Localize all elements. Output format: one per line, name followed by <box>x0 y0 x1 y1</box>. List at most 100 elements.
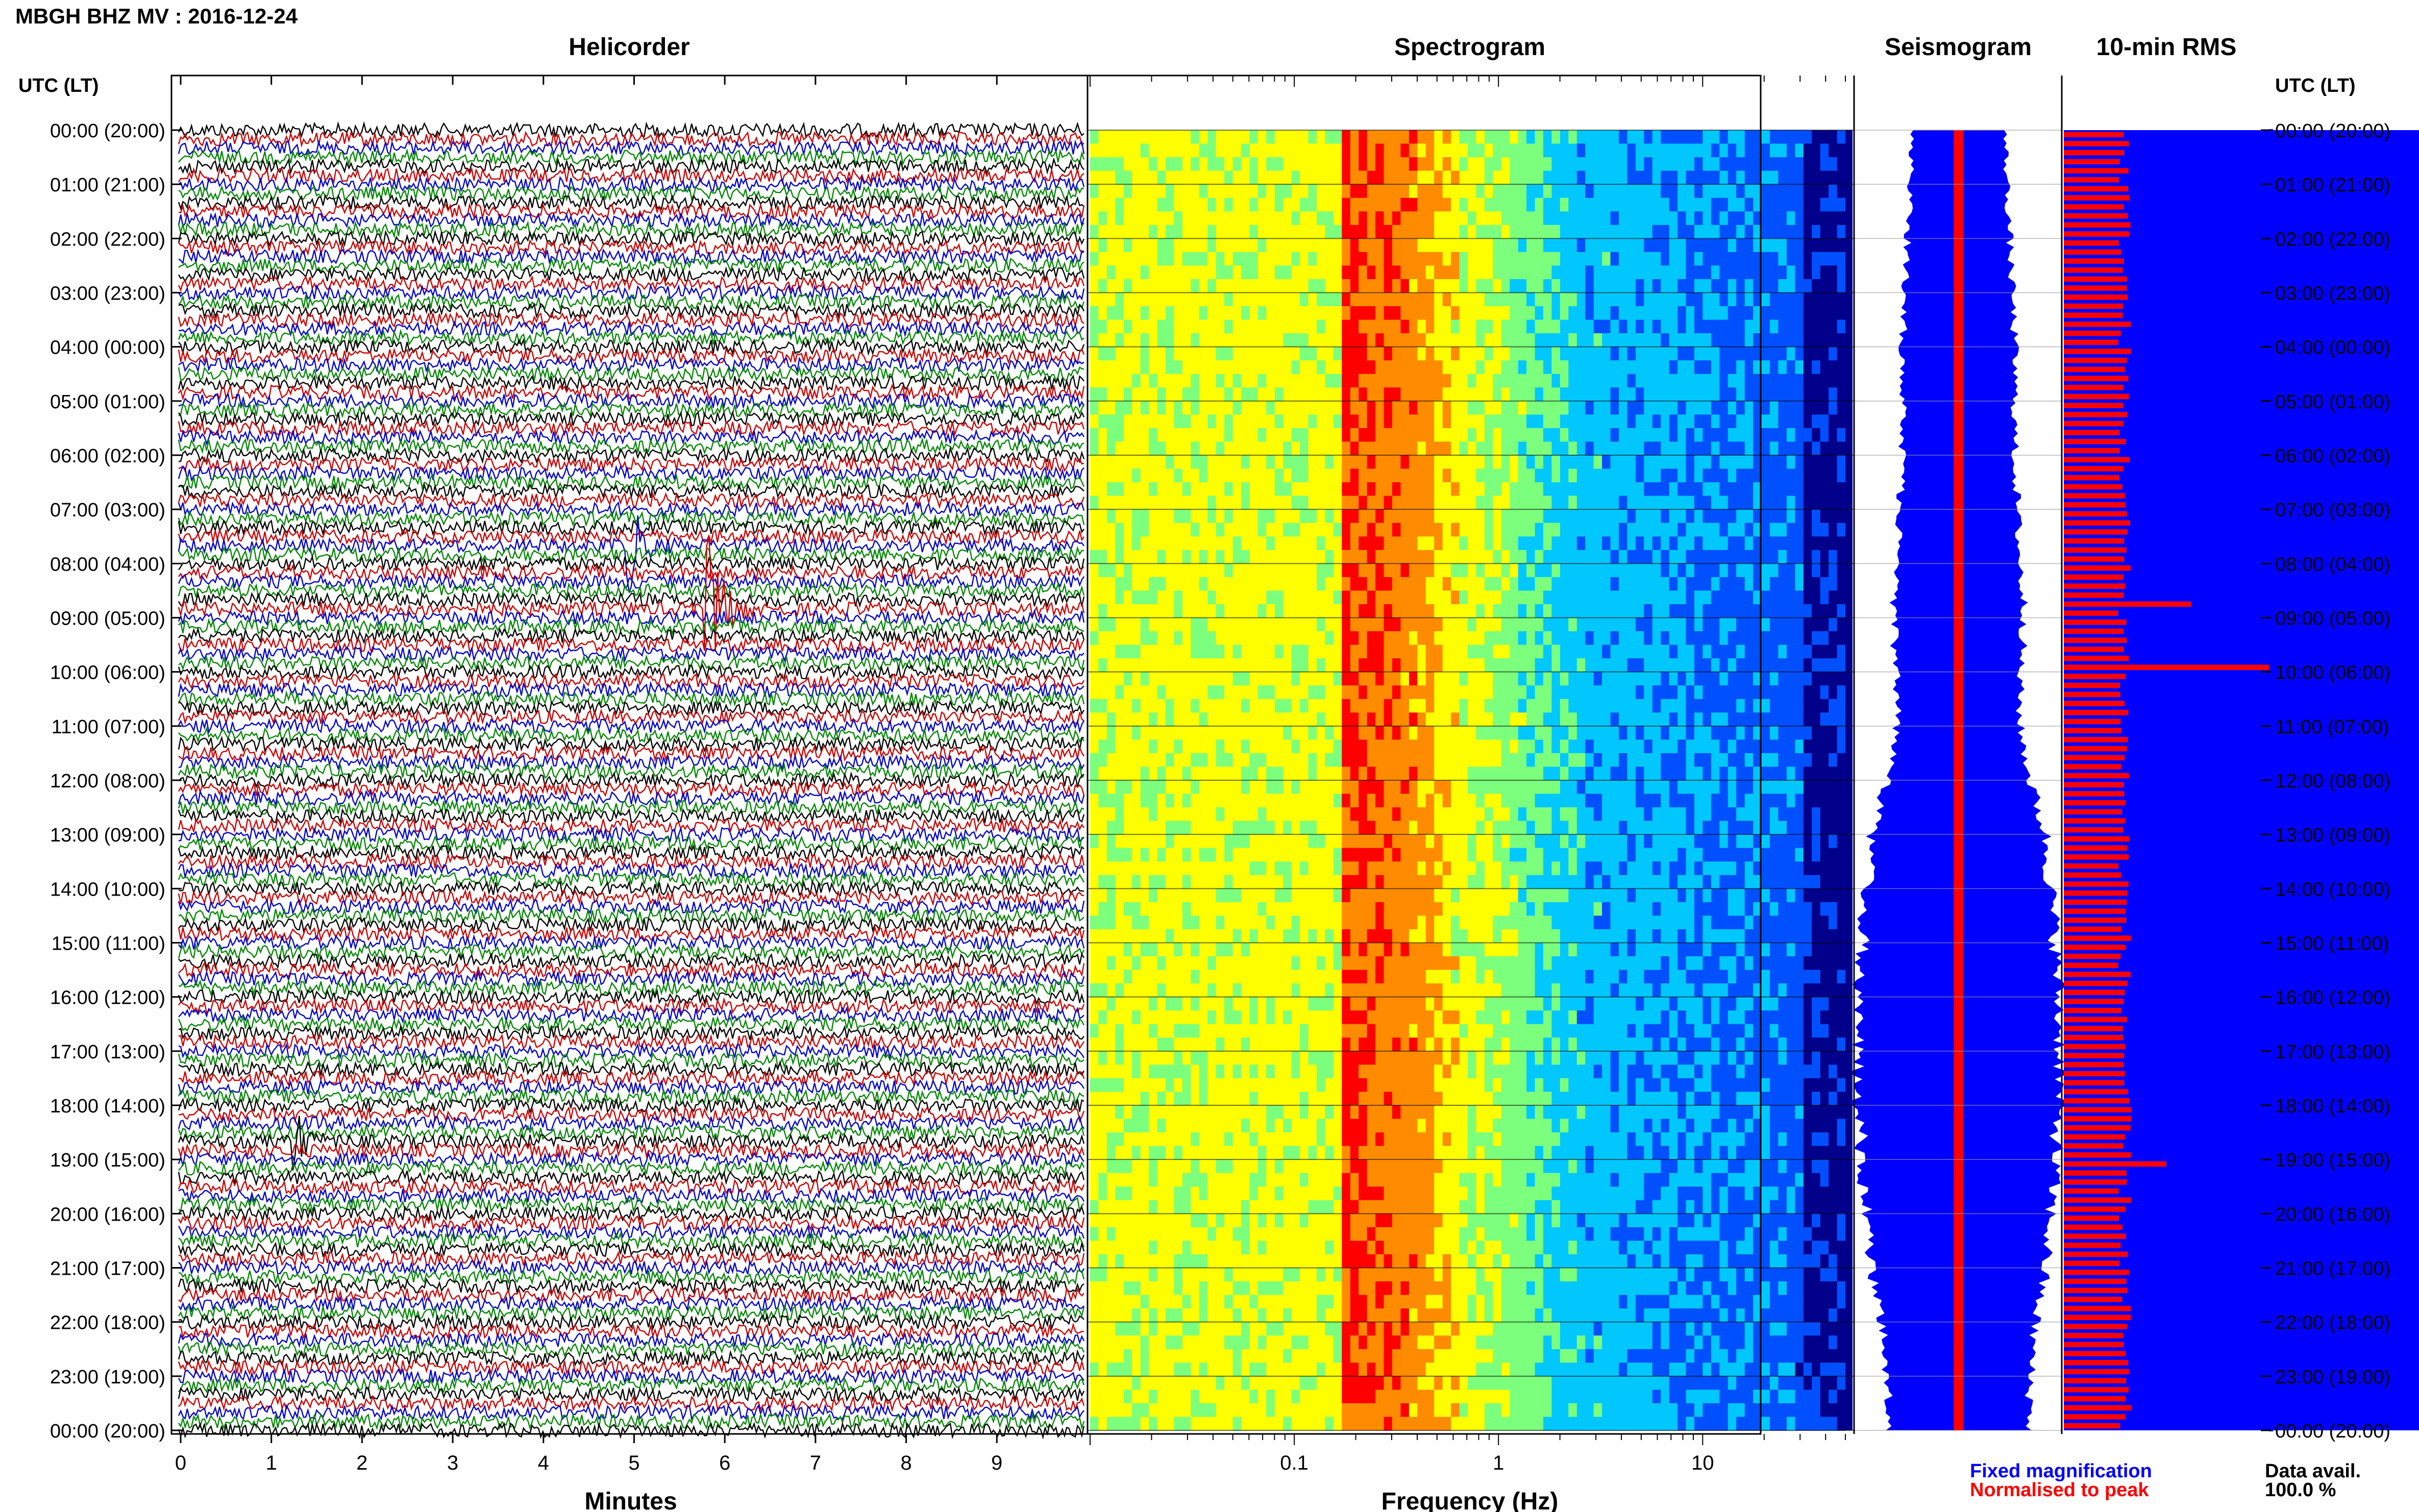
spectrogram-cell <box>1274 197 1283 212</box>
spectrogram-cell <box>1510 1390 1519 1404</box>
spectrogram-cell <box>1451 563 1460 578</box>
spectrogram-cell <box>1325 401 1334 415</box>
spectrogram-cell <box>1501 766 1510 781</box>
spectrogram-cell <box>1241 807 1250 822</box>
spectrogram-cell <box>1493 590 1502 605</box>
spectrogram-cell <box>1224 1335 1233 1350</box>
spectrogram-cell <box>1300 1159 1309 1174</box>
spectrogram-cell <box>1274 1200 1283 1214</box>
spectrogram-cell <box>1140 1349 1149 1363</box>
spectrogram-cell <box>1400 1403 1410 1417</box>
spectrogram-cell <box>1476 441 1485 456</box>
spectrogram-cell <box>1317 468 1325 483</box>
spectrogram-cell <box>1367 1186 1376 1201</box>
spectrogram-cell <box>1098 1281 1107 1296</box>
spectrogram-cell <box>1266 170 1275 185</box>
spectrogram-cell <box>1090 292 1099 307</box>
spectrogram-cell <box>1392 739 1401 754</box>
spectrogram-cell <box>1115 780 1124 795</box>
spectrogram-cell <box>1174 468 1183 483</box>
spectrogram-cell <box>1384 265 1393 280</box>
spectrogram-cell <box>1157 875 1166 889</box>
spectrogram-cell <box>1090 807 1099 822</box>
spectrogram-cell <box>1459 1281 1468 1296</box>
spectrogram-cell <box>1476 1403 1485 1417</box>
spectrogram-cell <box>1425 387 1435 402</box>
spectrogram-cell <box>1249 929 1258 944</box>
spectrogram-cell <box>1468 1335 1476 1350</box>
spectrogram-cell <box>1174 238 1183 253</box>
spectrogram-cell <box>1274 1268 1283 1282</box>
spectrogram-cell <box>1442 319 1451 334</box>
spectrogram-cell <box>1375 414 1385 429</box>
spectrogram-cell <box>1493 1268 1502 1282</box>
spectrogram-cell <box>1442 143 1451 158</box>
spectrogram-cell <box>1400 888 1410 903</box>
spectrogram-cell <box>1359 821 1368 835</box>
spectrogram-cell <box>1459 1390 1468 1404</box>
spectrogram-cell <box>1442 617 1451 632</box>
spectrogram-cell <box>1325 699 1334 713</box>
spectrogram-cell <box>1325 861 1334 876</box>
spectrogram-cell <box>1451 495 1460 510</box>
spectrogram-cell <box>1434 509 1443 524</box>
spectrogram-cell <box>1232 319 1242 334</box>
spectrogram-cell <box>1232 143 1242 158</box>
spectrogram-cell <box>1149 1227 1158 1241</box>
spectrogram-cell <box>1123 577 1132 591</box>
spectrogram-cell <box>1493 712 1502 727</box>
spectrogram-cell <box>1518 1186 1527 1201</box>
spectrogram-cell <box>1090 536 1099 551</box>
spectrogram-cell <box>1459 157 1468 171</box>
spectrogram-cell <box>1367 739 1376 754</box>
spectrogram-cell <box>1140 157 1149 171</box>
spectrogram-cell <box>1359 861 1368 876</box>
spectrogram-cell <box>1232 672 1242 686</box>
spectrogram-cell <box>1317 1241 1325 1255</box>
spectrogram-cell <box>1106 1390 1116 1404</box>
spectrogram-cell <box>1207 685 1217 700</box>
spectrogram-cell <box>1510 753 1519 767</box>
spectrogram-cell <box>1174 875 1183 889</box>
spectrogram-cell <box>1367 184 1376 199</box>
spectrogram-cell <box>1182 1173 1191 1187</box>
spectrogram-cell <box>1375 238 1385 253</box>
spectrogram-cell <box>1317 970 1325 984</box>
spectrogram-cell <box>1493 1159 1502 1174</box>
spectrogram-cell <box>1342 197 1351 212</box>
spectrogram-cell <box>1484 699 1493 713</box>
spectrogram-cell <box>1283 1281 1292 1296</box>
spectrogram-cell <box>1384 861 1393 876</box>
spectrogram-cell <box>1224 143 1233 158</box>
spectrogram-cell <box>1257 861 1267 876</box>
spectrogram-cell <box>1232 794 1242 808</box>
spectrogram-cell <box>1216 428 1225 442</box>
spectrogram-cell <box>1367 577 1376 591</box>
spectrogram-cell <box>1493 1024 1502 1038</box>
spectrogram-cell <box>1216 1281 1225 1296</box>
spectrogram-cell <box>1291 1268 1300 1282</box>
spectrogram-cell <box>1417 184 1426 199</box>
spectrogram-cell <box>1434 197 1443 212</box>
spectrogram-cell <box>1224 1227 1233 1241</box>
spectrogram-cell <box>1283 143 1292 158</box>
spectrogram-cell <box>1451 1335 1460 1350</box>
spectrogram-cell <box>1266 509 1275 524</box>
spectrogram-cell <box>1266 590 1275 605</box>
spectrogram-cell <box>1442 1010 1451 1025</box>
spectrogram-cell <box>1090 374 1099 388</box>
spectrogram-cell <box>1325 1281 1334 1296</box>
spectrogram-cell <box>1106 1146 1116 1160</box>
spectrogram-cell <box>1098 1132 1107 1147</box>
spectrogram-cell <box>1484 766 1493 781</box>
spectrogram-cell <box>1123 1200 1132 1214</box>
spectrogram-cell <box>1207 211 1217 226</box>
spectrogram-cell <box>1308 983 1317 998</box>
spectrogram-cell <box>1191 441 1200 456</box>
spectrogram-cell <box>1417 915 1426 930</box>
spectrogram-cell <box>1216 1322 1225 1336</box>
spectrogram-cell <box>1266 794 1275 808</box>
spectrogram-cell <box>1484 915 1493 930</box>
spectrogram-cell <box>1434 739 1443 754</box>
spectrogram-cell <box>1300 617 1309 632</box>
